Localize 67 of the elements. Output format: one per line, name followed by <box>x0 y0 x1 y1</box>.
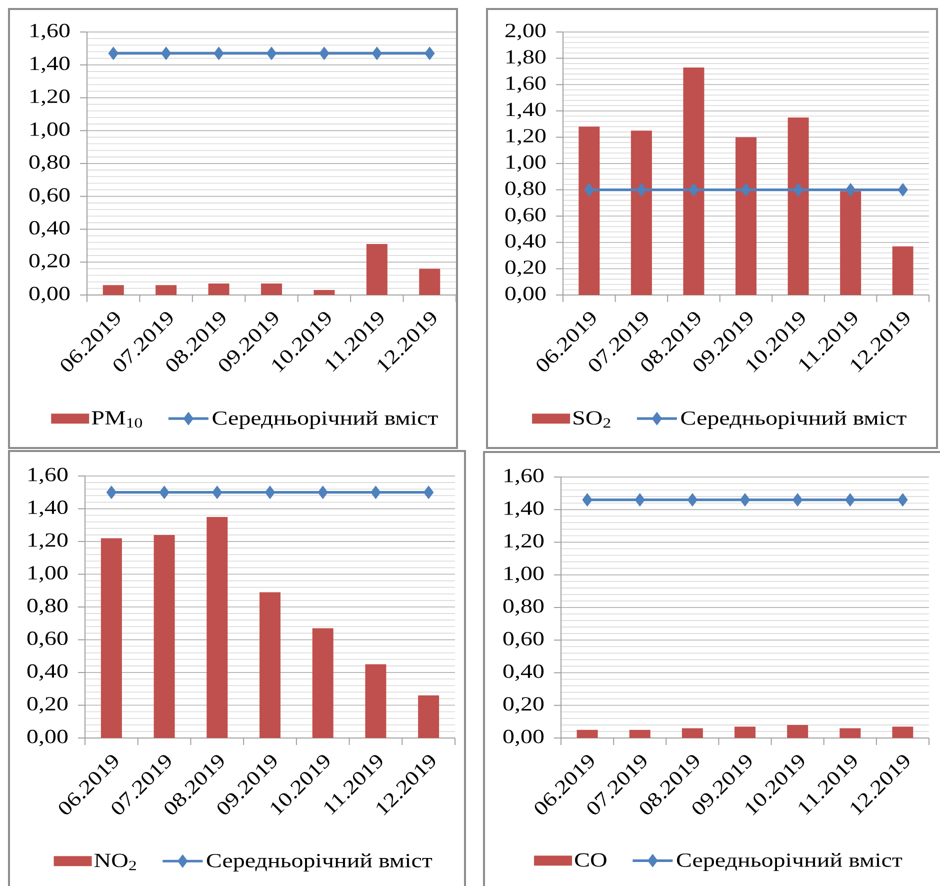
legend-label: NO$_{2}$ <box>94 854 136 870</box>
bar <box>892 246 914 295</box>
y-tick-label: 0,20 <box>27 697 68 714</box>
bar <box>736 137 756 295</box>
y-tick-label: 0,00 <box>505 286 546 304</box>
bar <box>630 130 652 295</box>
y-tick-label: 1,40 <box>504 501 544 518</box>
bar <box>314 290 335 295</box>
y-tick-label: 1,60 <box>30 24 70 40</box>
y-tick-label: 1,60 <box>506 76 546 93</box>
y-tick-label: 1,00 <box>30 122 70 139</box>
y-tick-label: 0,40 <box>27 664 68 681</box>
bar <box>100 538 122 738</box>
bar <box>261 283 282 295</box>
bar <box>206 516 228 738</box>
y-tick-label: 0,80 <box>503 599 544 616</box>
bar <box>102 285 124 295</box>
y-tick-label: 1,40 <box>28 500 68 517</box>
y-tick-label: 1,80 <box>506 50 546 66</box>
bar <box>156 285 177 295</box>
bar <box>840 191 862 295</box>
y-tick-label: 1,20 <box>28 533 68 550</box>
legend-label: PM$_{10}$ <box>92 411 142 428</box>
y-tick-label: 1,60 <box>504 468 544 486</box>
legend-label: Середньорічний вміст <box>676 853 902 871</box>
legend-label: Середньорічний вміст <box>206 854 432 872</box>
bar <box>788 117 809 295</box>
y-tick-label: 0,40 <box>503 664 544 681</box>
y-tick-label: 1,20 <box>506 129 546 146</box>
bar <box>208 283 230 295</box>
bar <box>419 268 440 295</box>
y-tick-label: 0,20 <box>505 260 546 277</box>
y-tick-label: 0,60 <box>29 188 70 205</box>
bar <box>366 244 388 295</box>
y-tick-label: 0,20 <box>503 697 544 714</box>
y-tick-label: 0,00 <box>503 730 544 746</box>
bar <box>312 628 334 738</box>
y-tick-label: 0,00 <box>27 730 68 746</box>
y-tick-label: 0,80 <box>505 182 546 198</box>
y-tick-label: 0,00 <box>29 286 70 304</box>
legend-label: SO$_{2}$ <box>574 411 610 428</box>
bar <box>365 664 386 738</box>
y-tick-label: 1,00 <box>28 566 68 582</box>
y-tick-label: 0,40 <box>505 234 546 251</box>
y-tick-label: 0,20 <box>29 254 70 270</box>
y-tick-label: 1,20 <box>30 90 70 106</box>
y-tick-label: 1,20 <box>504 534 544 550</box>
y-tick-label: 0,60 <box>27 632 68 648</box>
y-tick-label: 1,00 <box>504 566 544 584</box>
y-tick-label: 0,80 <box>29 155 70 172</box>
y-tick-label: 2,00 <box>506 24 546 40</box>
bar <box>260 592 281 738</box>
bar <box>683 67 704 295</box>
bar <box>154 534 175 738</box>
legend-label: Середньорічний вміст <box>212 411 438 429</box>
y-tick-label: 0,80 <box>27 598 68 616</box>
y-tick-label: 0,60 <box>505 208 546 224</box>
y-tick-label: 1,40 <box>506 102 546 120</box>
y-tick-label: 1,60 <box>28 468 68 484</box>
y-tick-label: 0,60 <box>503 632 544 648</box>
bar <box>578 126 600 295</box>
legend-label: Середньорічний вміст <box>681 411 906 429</box>
y-tick-label: 1,40 <box>30 56 70 74</box>
y-tick-label: 1,00 <box>506 155 546 172</box>
bar <box>418 695 440 738</box>
y-tick-label: 0,40 <box>29 221 70 238</box>
legend-label: CO <box>575 853 606 867</box>
